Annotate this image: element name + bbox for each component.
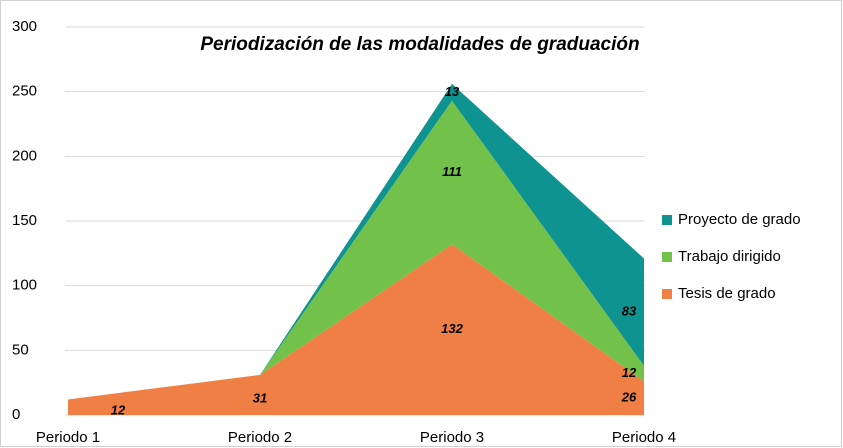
data-label: 83: [622, 304, 637, 319]
x-tick-label: Periodo 1: [36, 429, 100, 446]
y-tick-label: 100: [12, 277, 37, 294]
data-label: 26: [621, 390, 637, 405]
data-label: 12: [622, 365, 637, 380]
y-tick-label: 300: [12, 18, 37, 35]
x-tick-label: Periodo 4: [612, 429, 676, 446]
legend-swatch: [662, 215, 672, 225]
legend-label: Proyecto de grado: [678, 211, 801, 228]
area: [68, 100, 644, 400]
legend-label: Trabajo dirigido: [678, 248, 781, 265]
x-tick-label: Periodo 3: [420, 429, 484, 446]
area: [68, 244, 644, 415]
area: [68, 83, 644, 400]
legend-label: Tesis de grado: [678, 285, 776, 302]
y-tick-label: 150: [12, 212, 37, 229]
y-tick-label: 0: [12, 406, 20, 423]
legend-swatch: [662, 289, 672, 299]
data-label: 13: [445, 84, 460, 99]
data-label: 12: [111, 403, 126, 418]
x-tick-label: Periodo 2: [228, 429, 292, 446]
data-label: 132: [441, 321, 463, 336]
data-label: 31: [253, 390, 267, 405]
y-tick-label: 50: [12, 341, 29, 358]
y-tick-label: 200: [12, 147, 37, 164]
chart-title: Periodización de las modalidades de grad…: [200, 34, 639, 55]
y-tick-label: 250: [12, 83, 37, 100]
legend-swatch: [662, 252, 672, 262]
data-label: 111: [442, 164, 462, 179]
